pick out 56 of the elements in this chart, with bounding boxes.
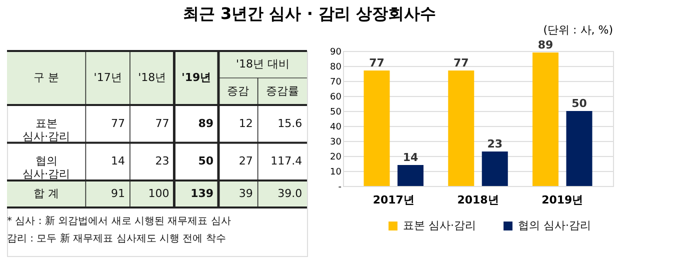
text: 91 bbox=[111, 186, 126, 200]
text: 39.0 bbox=[278, 186, 302, 200]
x-tick-label: 2017년 bbox=[372, 194, 414, 206]
bar bbox=[566, 111, 592, 186]
text: 117.4 bbox=[270, 154, 302, 168]
y-tick-label: - bbox=[338, 182, 342, 192]
category-label: 협의 심사·감리 bbox=[22, 154, 70, 181]
text: 23 bbox=[155, 154, 170, 168]
bar bbox=[398, 165, 424, 186]
legend-label: 협의 심사·감리 bbox=[518, 219, 591, 232]
text: 최근 3년간 심사 · 감리 상장회사수 bbox=[182, 4, 436, 23]
text: 139 bbox=[190, 186, 214, 200]
category-label: '18년 bbox=[138, 70, 166, 84]
y-tick-label: 80 bbox=[330, 62, 342, 72]
bar bbox=[448, 70, 474, 186]
text: 감리 : 모두 新 재무제표 심사제도 시행 전에 착수 bbox=[7, 232, 226, 244]
category-label: 합 계 bbox=[34, 186, 60, 200]
text: * 심사 : 新 외감법에서 새로 시행된 재무제표 심사 bbox=[7, 214, 231, 227]
text: 77 bbox=[155, 116, 170, 130]
text: '18년 대비 bbox=[236, 57, 290, 70]
y-tick-label: 50 bbox=[330, 108, 342, 118]
bar bbox=[532, 52, 558, 186]
text: 27 bbox=[238, 154, 253, 168]
text: 14 bbox=[111, 154, 126, 168]
category-label: 증감 bbox=[227, 84, 250, 98]
data-label: 89 bbox=[538, 38, 554, 52]
data-label: 50 bbox=[572, 97, 588, 110]
data-label: 14 bbox=[402, 151, 418, 164]
category-label: '19년 bbox=[182, 70, 212, 84]
legend-label: 표본 심사·감리 bbox=[403, 219, 476, 232]
bar bbox=[482, 152, 508, 186]
text: 15.6 bbox=[278, 116, 302, 130]
category-label: '17년 bbox=[94, 70, 122, 84]
y-tick-label: 90 bbox=[330, 48, 342, 58]
data-label: 77 bbox=[453, 56, 469, 70]
data-label: 77 bbox=[369, 56, 384, 70]
text: 50 bbox=[198, 154, 214, 168]
text: 39 bbox=[238, 186, 253, 200]
y-tick-label: 60 bbox=[330, 92, 342, 102]
category-label: 증감률 bbox=[266, 84, 299, 98]
y-tick-label: 40 bbox=[330, 122, 342, 132]
bar bbox=[364, 70, 390, 186]
text: 구 분 bbox=[34, 70, 60, 84]
text: 89 bbox=[198, 116, 214, 130]
chart-subtitle: (단위 : 사, %) bbox=[543, 24, 613, 36]
y-tick-label: 30 bbox=[330, 138, 342, 148]
category-label: 표본 심사·감리 bbox=[22, 116, 70, 143]
y-tick-label: 70 bbox=[330, 78, 342, 88]
text: 100 bbox=[148, 186, 170, 200]
y-tick-label: 20 bbox=[330, 152, 342, 162]
x-tick-label: 2018년 bbox=[457, 194, 499, 206]
y-tick-label: 10 bbox=[330, 168, 342, 178]
text: 77 bbox=[111, 116, 126, 130]
data-label: 23 bbox=[487, 138, 503, 150]
x-tick-label: 2019년 bbox=[542, 194, 584, 206]
text: 12 bbox=[238, 116, 253, 130]
